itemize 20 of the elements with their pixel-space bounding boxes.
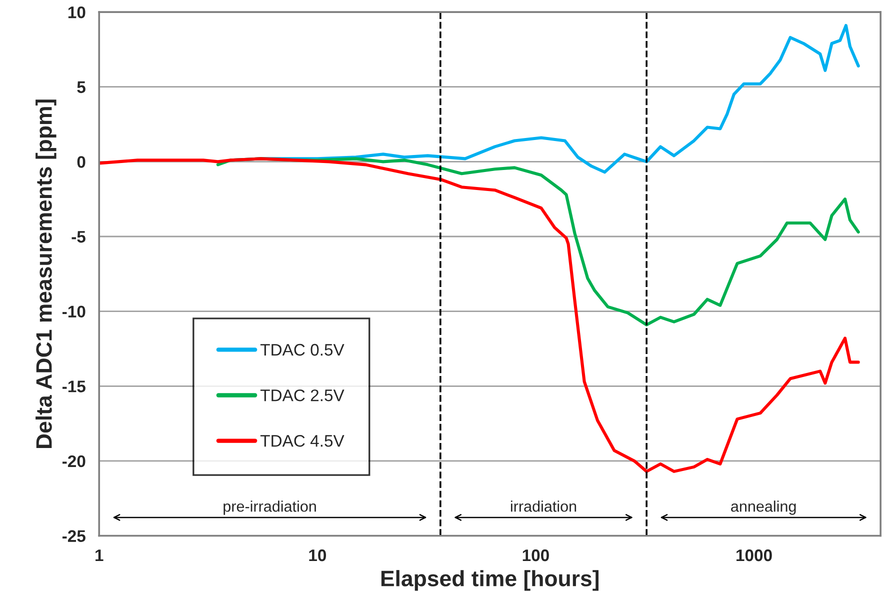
- y-tick-label: -20: [62, 455, 86, 468]
- y-tick-label: -10: [62, 306, 86, 318]
- annotation: annealing: [731, 500, 796, 515]
- y-tick-label: -25: [62, 530, 86, 542]
- y-tick-label: -15: [62, 380, 86, 392]
- annotation: pre-irradiation: [224, 500, 316, 515]
- x-tick-label: 100: [522, 549, 549, 562]
- y-tick-label: 10: [68, 6, 86, 18]
- legend-label: TDAC 4.5V: [260, 434, 344, 447]
- x-tick-label: 1000: [736, 549, 772, 562]
- x-axis-title: Elapsed time [hours]: [381, 570, 599, 591]
- legend-label: TDAC 0.5V: [260, 344, 344, 356]
- y-tick-label: 5: [77, 81, 86, 94]
- y-axis-title: Delta ADC1 measurements [ppm]: [36, 100, 56, 448]
- y-tick-label: 0: [77, 156, 86, 168]
- x-tick-label: 1: [96, 550, 104, 562]
- x-tick-label: 10: [309, 549, 326, 562]
- legend-label: TDAC 2.5V: [260, 389, 344, 402]
- y-tick-label: -5: [72, 231, 86, 243]
- annotation: irradiation: [510, 500, 576, 512]
